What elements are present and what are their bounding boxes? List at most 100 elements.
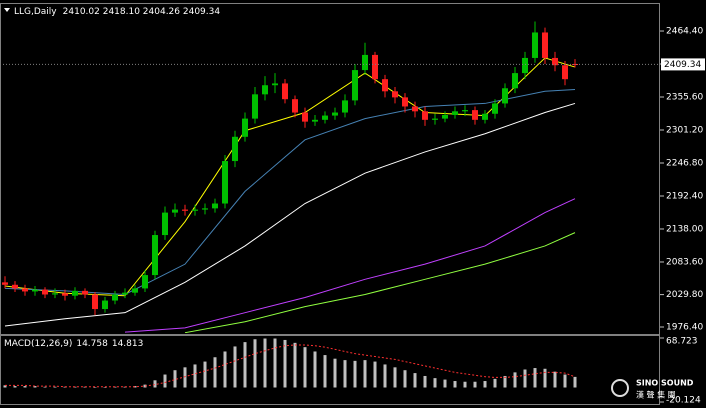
macd-bar: [523, 369, 527, 388]
candle-body: [22, 288, 28, 292]
macd-bar: [563, 374, 567, 388]
signal-value: 14.813: [112, 339, 144, 349]
macd-bar: [113, 386, 117, 388]
macd-bar: [293, 342, 297, 388]
chart-title: LLG,Daily 2410.02 2418.10 2404.26 2409.34: [14, 7, 220, 17]
macd-bar: [353, 360, 357, 388]
candle-body: [272, 83, 278, 86]
y-tick-label: 2246.80: [666, 158, 703, 168]
candle-body: [32, 289, 38, 292]
candle-body: [262, 85, 268, 95]
candle-body: [542, 32, 548, 58]
candle-body: [112, 294, 118, 301]
macd-name: MACD(12,26,9): [4, 339, 72, 349]
macd-bar: [193, 364, 197, 388]
candle-body: [532, 32, 538, 58]
candle-body: [152, 235, 158, 276]
macd-plot: [3, 338, 577, 389]
logo: SINO SOUND 漢 聲 集 團: [611, 379, 694, 400]
macd-bar: [533, 368, 537, 388]
candle-body: [492, 103, 498, 114]
candle-body: [2, 282, 8, 285]
macd-bar: [473, 381, 477, 388]
price-frame: [0, 3, 660, 335]
moving-average: [4, 102, 576, 327]
moving-average: [184, 232, 576, 333]
candle-body: [122, 292, 128, 295]
macd-bar: [543, 368, 547, 388]
macd-bar: [103, 387, 107, 389]
candle-body: [72, 290, 78, 296]
candle-body: [372, 54, 378, 80]
macd-bar: [73, 386, 77, 388]
candle-body: [382, 79, 388, 92]
macd-bar: [433, 378, 437, 388]
macd-bar: [453, 381, 457, 388]
macd-bar: [53, 386, 57, 388]
macd-bar: [273, 338, 277, 388]
macd-bar: [173, 370, 177, 388]
candle-body: [362, 54, 368, 71]
logo-subtitle: 漢 聲 集 團: [636, 390, 676, 400]
macd-value: 14.758: [76, 339, 108, 349]
candle-body: [222, 161, 228, 204]
candle-body: [182, 209, 188, 211]
candle-body: [452, 111, 458, 115]
candle-body: [142, 275, 148, 289]
macd-bar: [33, 386, 37, 388]
macd-bar: [323, 355, 327, 388]
y-tick-label: 1976.40: [666, 322, 703, 332]
candle-body: [482, 113, 488, 120]
candle-body: [562, 65, 568, 80]
y-tick-label: 2301.20: [666, 126, 703, 136]
candle-body: [572, 64, 578, 66]
candle-body: [92, 294, 98, 310]
y-tick-label: 2192.40: [666, 191, 703, 201]
macd-bar: [253, 339, 257, 388]
candle-body: [52, 293, 58, 295]
candle-body: [552, 57, 558, 66]
macd-bar: [383, 364, 387, 388]
candle-body: [172, 209, 178, 213]
macd-bar: [43, 386, 47, 388]
macd-bar: [163, 374, 167, 388]
ohlc: 2410.02 2418.10 2404.26 2409.34: [63, 7, 221, 17]
macd-bar: [493, 378, 497, 388]
candle-body: [62, 293, 68, 296]
macd-bar: [513, 372, 517, 388]
candle-body: [522, 57, 528, 74]
macd-bar: [553, 371, 557, 388]
macd-bar: [443, 379, 447, 388]
candle-body: [252, 94, 258, 119]
candle-body: [162, 212, 168, 236]
candle-body: [472, 110, 478, 120]
candle-body: [292, 99, 298, 113]
candle-body: [432, 118, 438, 120]
candle-body: [342, 100, 348, 113]
last-price-box: [661, 58, 705, 71]
candle-body: [102, 300, 108, 310]
macd-bar: [213, 357, 217, 388]
macd-bar: [393, 367, 397, 388]
macd-bar: [303, 347, 307, 388]
candle-body: [442, 114, 448, 119]
macd-bar: [503, 375, 507, 388]
candle-body: [402, 97, 408, 107]
candle-body: [132, 288, 138, 293]
candle-body: [322, 115, 328, 120]
macd-bar: [313, 351, 317, 388]
y-tick-label: 2464.40: [666, 27, 703, 37]
logo-name: SINO SOUND: [636, 379, 694, 388]
y-tick-label: 2355.60: [666, 93, 703, 103]
macd-bar: [243, 342, 247, 388]
candle-body: [302, 112, 308, 122]
candle-body: [512, 73, 518, 89]
macd-bar: [183, 367, 187, 388]
macd-bar: [423, 375, 427, 388]
macd-frame: [0, 335, 660, 405]
macd-bar: [363, 360, 367, 388]
macd-bar: [263, 338, 267, 388]
candle-body: [202, 208, 208, 210]
